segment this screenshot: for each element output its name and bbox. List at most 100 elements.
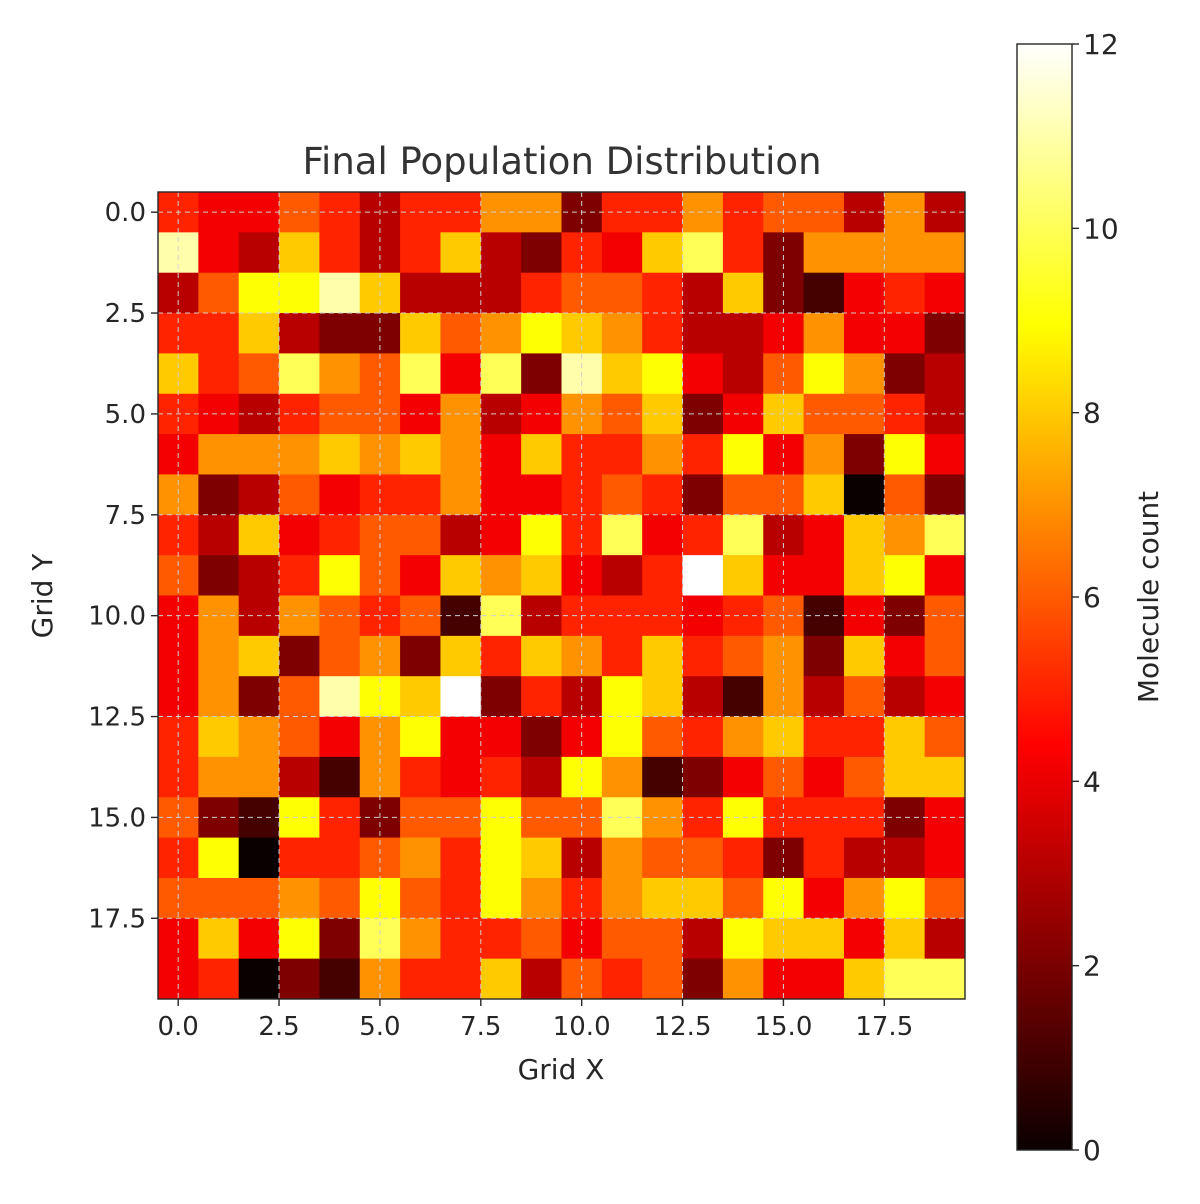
- heatmap-cell: [400, 635, 441, 677]
- heatmap-cell: [400, 877, 441, 919]
- heatmap-cell: [238, 635, 280, 677]
- heatmap-cell: [884, 918, 926, 960]
- heatmap-cell: [319, 232, 361, 274]
- heatmap-cell: [601, 232, 643, 274]
- heatmap-cell: [480, 514, 522, 556]
- heatmap-cell: [682, 514, 724, 556]
- heatmap-cell: [884, 635, 926, 677]
- heatmap-cell: [400, 756, 441, 798]
- heatmap-cell: [480, 232, 522, 274]
- heatmap-cell: [722, 514, 764, 556]
- colorbar-ticks: 0 2 4 6 8 10 12: [1072, 28, 1119, 1167]
- heatmap-cell: [642, 434, 683, 475]
- heatmap-cell: [521, 272, 562, 314]
- x-tick-label: 12.5: [654, 1012, 712, 1042]
- heatmap-cell: [722, 232, 764, 274]
- heatmap-cell: [238, 918, 280, 960]
- heatmap-cell: [238, 232, 280, 274]
- heatmap-cell: [400, 313, 441, 354]
- heatmap-cell: [521, 716, 562, 758]
- heatmap-cell: [924, 635, 966, 677]
- heatmap-cell: [521, 918, 562, 960]
- heatmap-cell: [642, 313, 683, 354]
- heatmap-cell: [803, 676, 845, 717]
- heatmap-cell: [440, 232, 482, 274]
- heatmap-cell: [601, 353, 643, 395]
- heatmap-cell: [803, 877, 845, 919]
- heatmap-cell: [601, 434, 643, 475]
- heatmap-cell: [238, 837, 280, 879]
- heatmap-cell: [480, 353, 522, 395]
- heatmap-cells: [158, 192, 966, 1000]
- heatmap-cell: [642, 958, 683, 1000]
- plot-frame: [157, 191, 966, 1000]
- heatmap-cell: [803, 474, 845, 516]
- heatmap-cell: [480, 918, 522, 960]
- heatmap-cell: [238, 676, 280, 717]
- y-tick-label: 17.5: [88, 904, 146, 934]
- heatmap-cell: [198, 918, 240, 960]
- heatmap-cell: [884, 353, 926, 395]
- heatmap-cell: [722, 353, 764, 395]
- heatmap-cell: [480, 756, 522, 798]
- heatmap-cell: [924, 958, 966, 1000]
- heatmap-cell: [319, 555, 361, 596]
- heatmap-cell: [884, 676, 926, 717]
- heatmap-cell: [440, 958, 482, 1000]
- heatmap-cell: [601, 272, 643, 314]
- x-axis-ticks: 0.0 2.5 5.0 7.5 10.0 12.5 15.0 17.5: [157, 999, 913, 1042]
- heatmap-cell: [924, 877, 966, 919]
- heatmap-cell: [440, 474, 482, 516]
- heatmap-cell: [642, 756, 683, 798]
- heatmap-cell: [803, 353, 845, 395]
- heatmap-cell: [682, 676, 724, 717]
- heatmap-cell: [319, 474, 361, 516]
- heatmap-cell: [682, 877, 724, 919]
- heatmap-cell: [279, 877, 320, 919]
- x-tick-label: 5.0: [359, 1012, 400, 1042]
- heatmap-cell: [722, 272, 764, 314]
- heatmap-cell: [601, 756, 643, 798]
- heatmap-cell: [803, 272, 845, 314]
- x-tick-label: 7.5: [460, 1012, 501, 1042]
- heatmap-cell: [924, 434, 966, 475]
- y-tick-label: 2.5: [105, 299, 146, 329]
- heatmap-cell: [400, 918, 441, 960]
- heatmap-cell: [884, 232, 926, 274]
- heatmap-cell: [400, 958, 441, 1000]
- x-tick-label: 17.5: [855, 1012, 913, 1042]
- heatmap-cell: [319, 676, 361, 717]
- heatmap-cell: [440, 837, 482, 879]
- heatmap-cell: [722, 918, 764, 960]
- heatmap-cell: [843, 716, 885, 758]
- heatmap-cell: [601, 837, 643, 879]
- heatmap-cell: [924, 474, 966, 516]
- heatmap-cell: [722, 756, 764, 798]
- heatmap-cell: [682, 313, 724, 354]
- x-tick-label: 10.0: [553, 1012, 611, 1042]
- heatmap-cell: [198, 514, 240, 556]
- colorbar-tick-label: 0: [1083, 1134, 1101, 1167]
- heatmap-cell: [279, 353, 320, 395]
- heatmap-cell: [722, 474, 764, 516]
- heatmap-cell: [319, 716, 361, 758]
- heatmap-cell: [440, 555, 482, 596]
- heatmap-cell: [722, 837, 764, 879]
- heatmap-cell: [480, 958, 522, 1000]
- heatmap-cell: [924, 756, 966, 798]
- heatmap-cell: [642, 635, 683, 677]
- heatmap-cell: [480, 313, 522, 354]
- heatmap-cell: [440, 877, 482, 919]
- heatmap-cell: [480, 555, 522, 596]
- heatmap-cell: [521, 474, 562, 516]
- heatmap-cell: [198, 837, 240, 879]
- heatmap-cell: [884, 837, 926, 879]
- heatmap-cell: [319, 514, 361, 556]
- heatmap-cell: [803, 756, 845, 798]
- heatmap-cell: [319, 313, 361, 354]
- heatmap-cell: [884, 958, 926, 1000]
- heatmap-cell: [722, 434, 764, 475]
- colorbar-tick-label: 8: [1083, 397, 1101, 430]
- colorbar-tick-label: 12: [1083, 28, 1119, 61]
